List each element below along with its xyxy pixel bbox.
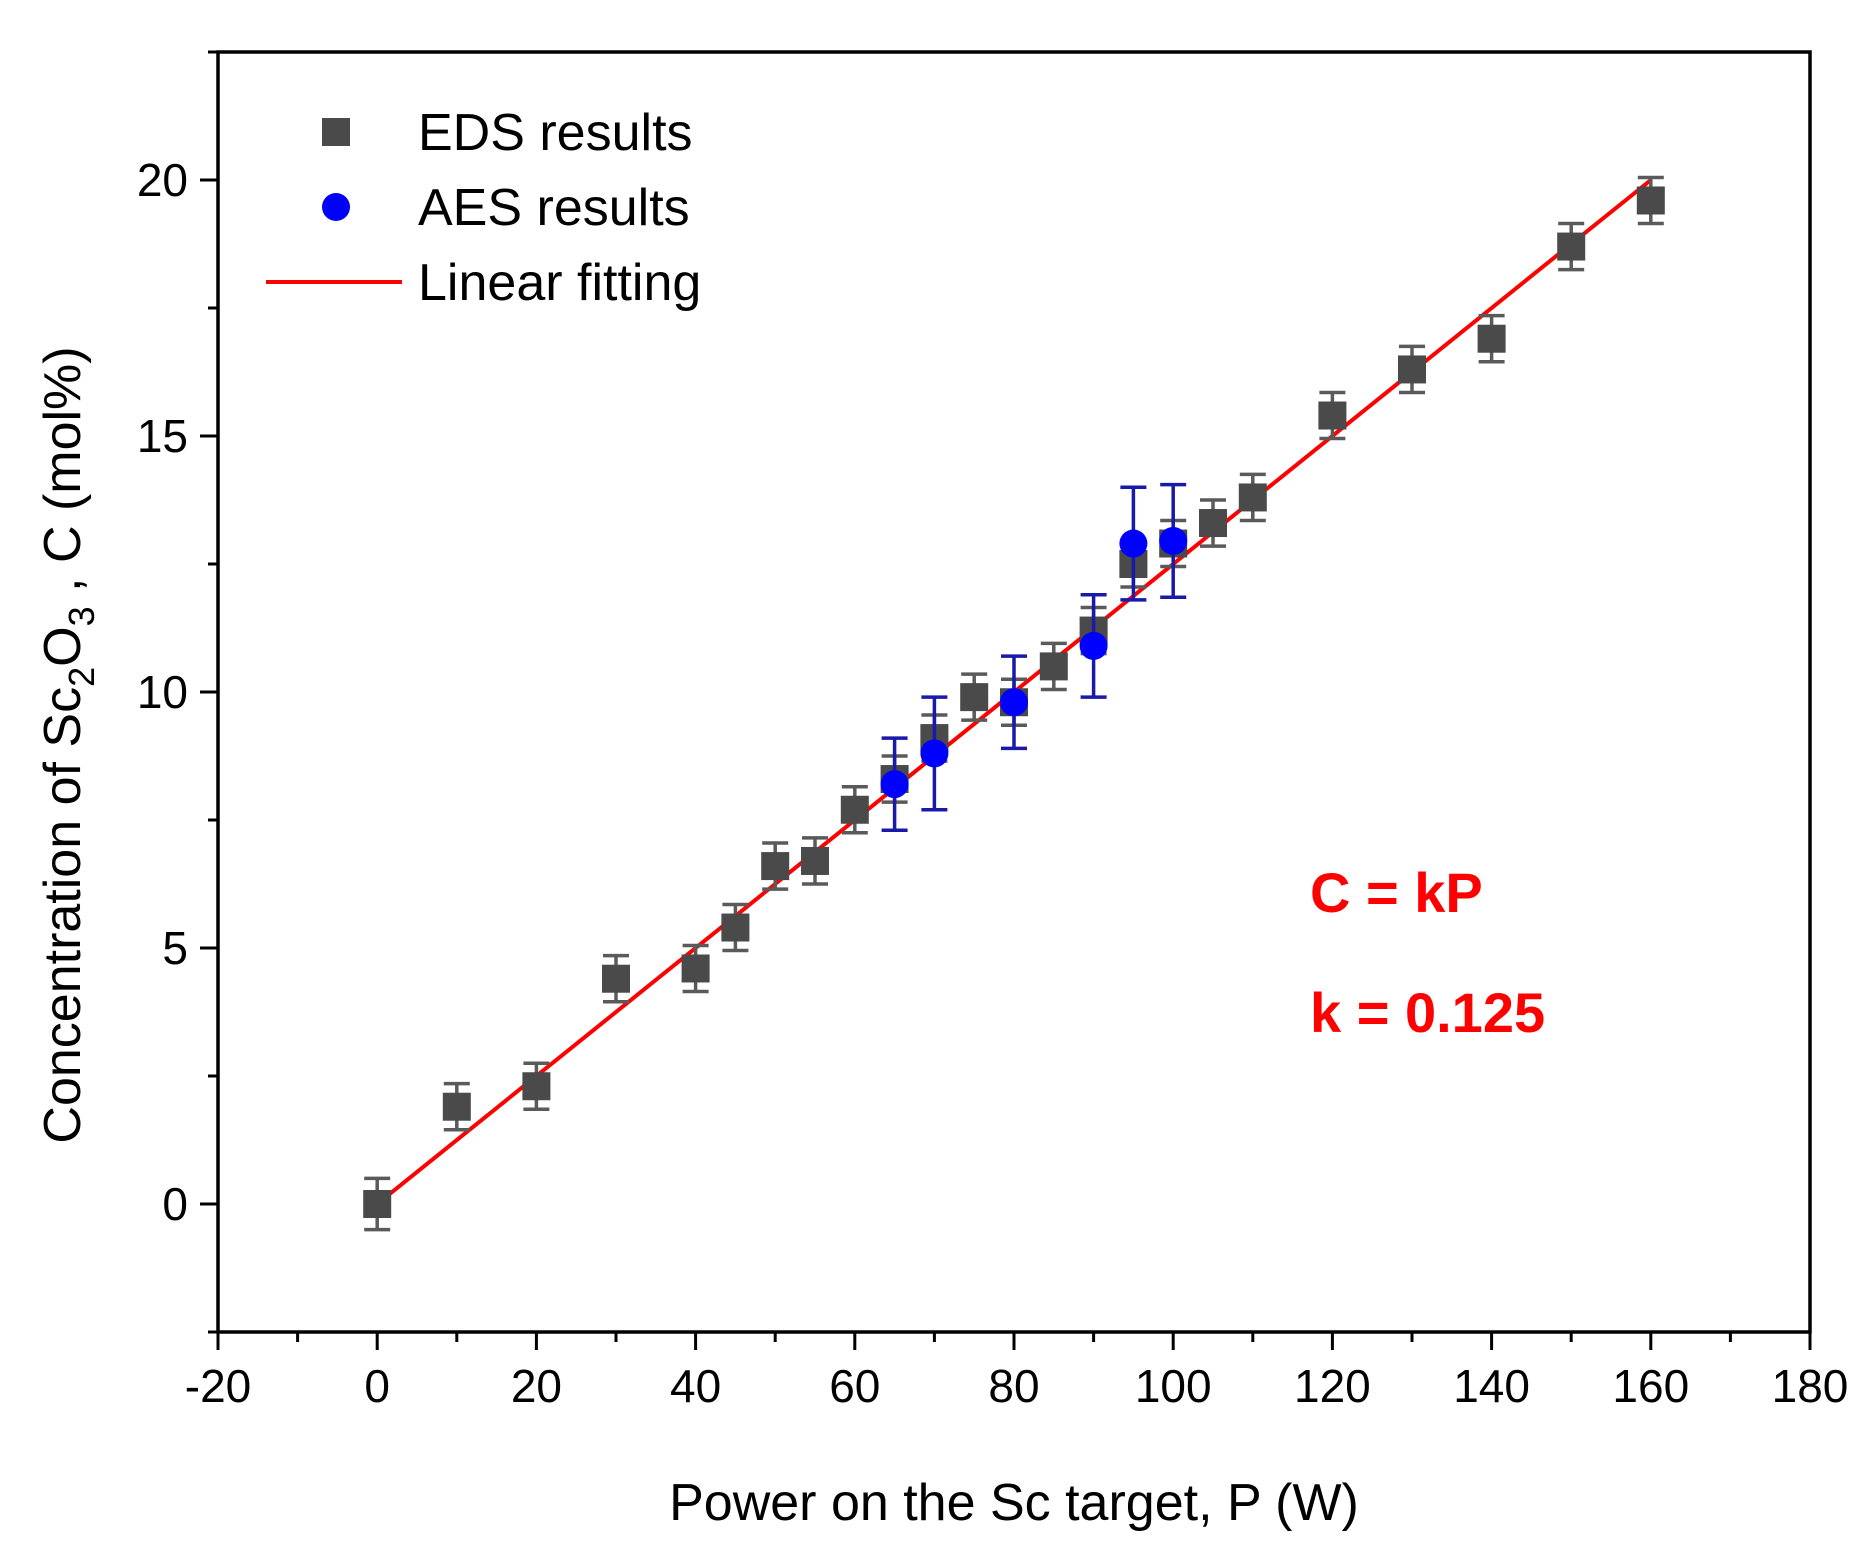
aes-point-3 <box>1079 631 1108 660</box>
eds-point-19 <box>1318 401 1347 430</box>
eds-point-1 <box>442 1092 471 1121</box>
eds-point-22 <box>1557 232 1586 261</box>
aes-point-1 <box>920 739 949 768</box>
y-title-prefix: Concentration of Sc <box>34 687 92 1144</box>
eds-point-3 <box>602 964 630 993</box>
eds-point-11 <box>960 683 989 712</box>
legend-aes-label: AES results <box>418 179 690 237</box>
x-axis-title: Power on the Sc target, P (W) <box>669 1474 1359 1532</box>
legend-fit-label: Linear fitting <box>418 254 701 312</box>
legend: EDS results AES results Linear fitting <box>266 104 701 312</box>
x-tick-label-8: 140 <box>1453 1360 1530 1412</box>
x-tick-label-7: 120 <box>1294 1360 1371 1412</box>
aes-series <box>880 482 1188 832</box>
aes-point-5 <box>1159 526 1188 555</box>
eds-point-8 <box>840 795 869 824</box>
y-tick-label-1: 5 <box>162 922 188 974</box>
y-tick-label-4: 20 <box>137 154 188 206</box>
y-axis-title: Concentration of Sc2O3 , C (mol%) <box>34 346 102 1143</box>
y-tick-label-0: 0 <box>162 1178 188 1230</box>
eds-point-23 <box>1636 186 1665 215</box>
eds-point-18 <box>1238 483 1267 512</box>
legend-eds-label: EDS results <box>418 104 693 162</box>
aes-point-2 <box>1000 688 1028 717</box>
y-title-sub2: 3 <box>61 606 102 626</box>
x-tick-label-5: 80 <box>988 1360 1039 1412</box>
eds-point-7 <box>801 846 829 875</box>
eds-point-4 <box>681 954 710 983</box>
x-tick-label-3: 40 <box>670 1360 721 1412</box>
x-tick-label-10: 180 <box>1772 1360 1849 1412</box>
x-tick-label-1: 0 <box>364 1360 390 1412</box>
eds-point-21 <box>1477 324 1506 353</box>
eds-point-2 <box>522 1072 551 1101</box>
x-axis-ticks: -20 0 20 40 60 80 100 120 140 160 180 <box>185 1332 1849 1412</box>
annotation-slope: k = 0.125 <box>1310 981 1545 1044</box>
x-tick-label-9: 160 <box>1612 1360 1689 1412</box>
eds-point-0 <box>363 1190 392 1218</box>
x-tick-label-0: -20 <box>185 1360 251 1412</box>
aes-point-4 <box>1119 529 1148 558</box>
x-tick-label-6: 100 <box>1135 1360 1212 1412</box>
legend-eds-marker <box>322 118 350 146</box>
x-tick-label-4: 60 <box>829 1360 880 1412</box>
y-title-mid: O <box>34 626 92 666</box>
eds-point-6 <box>761 852 790 881</box>
y-title-sub1: 2 <box>61 667 102 687</box>
y-title-suffix: , C (mol%) <box>34 346 92 606</box>
x-tick-label-2: 20 <box>511 1360 562 1412</box>
aes-point-0 <box>880 770 909 799</box>
y-tick-label-3: 15 <box>137 410 188 462</box>
eds-point-20 <box>1398 355 1426 384</box>
legend-aes-marker <box>322 193 350 221</box>
y-tick-label-2: 10 <box>137 666 188 718</box>
eds-point-5 <box>721 913 750 942</box>
eds-point-17 <box>1199 509 1227 538</box>
eds-point-13 <box>1039 652 1068 681</box>
y-axis-ticks: 0 5 10 15 20 <box>137 50 218 1334</box>
annotation-equation: C = kP <box>1310 861 1483 924</box>
